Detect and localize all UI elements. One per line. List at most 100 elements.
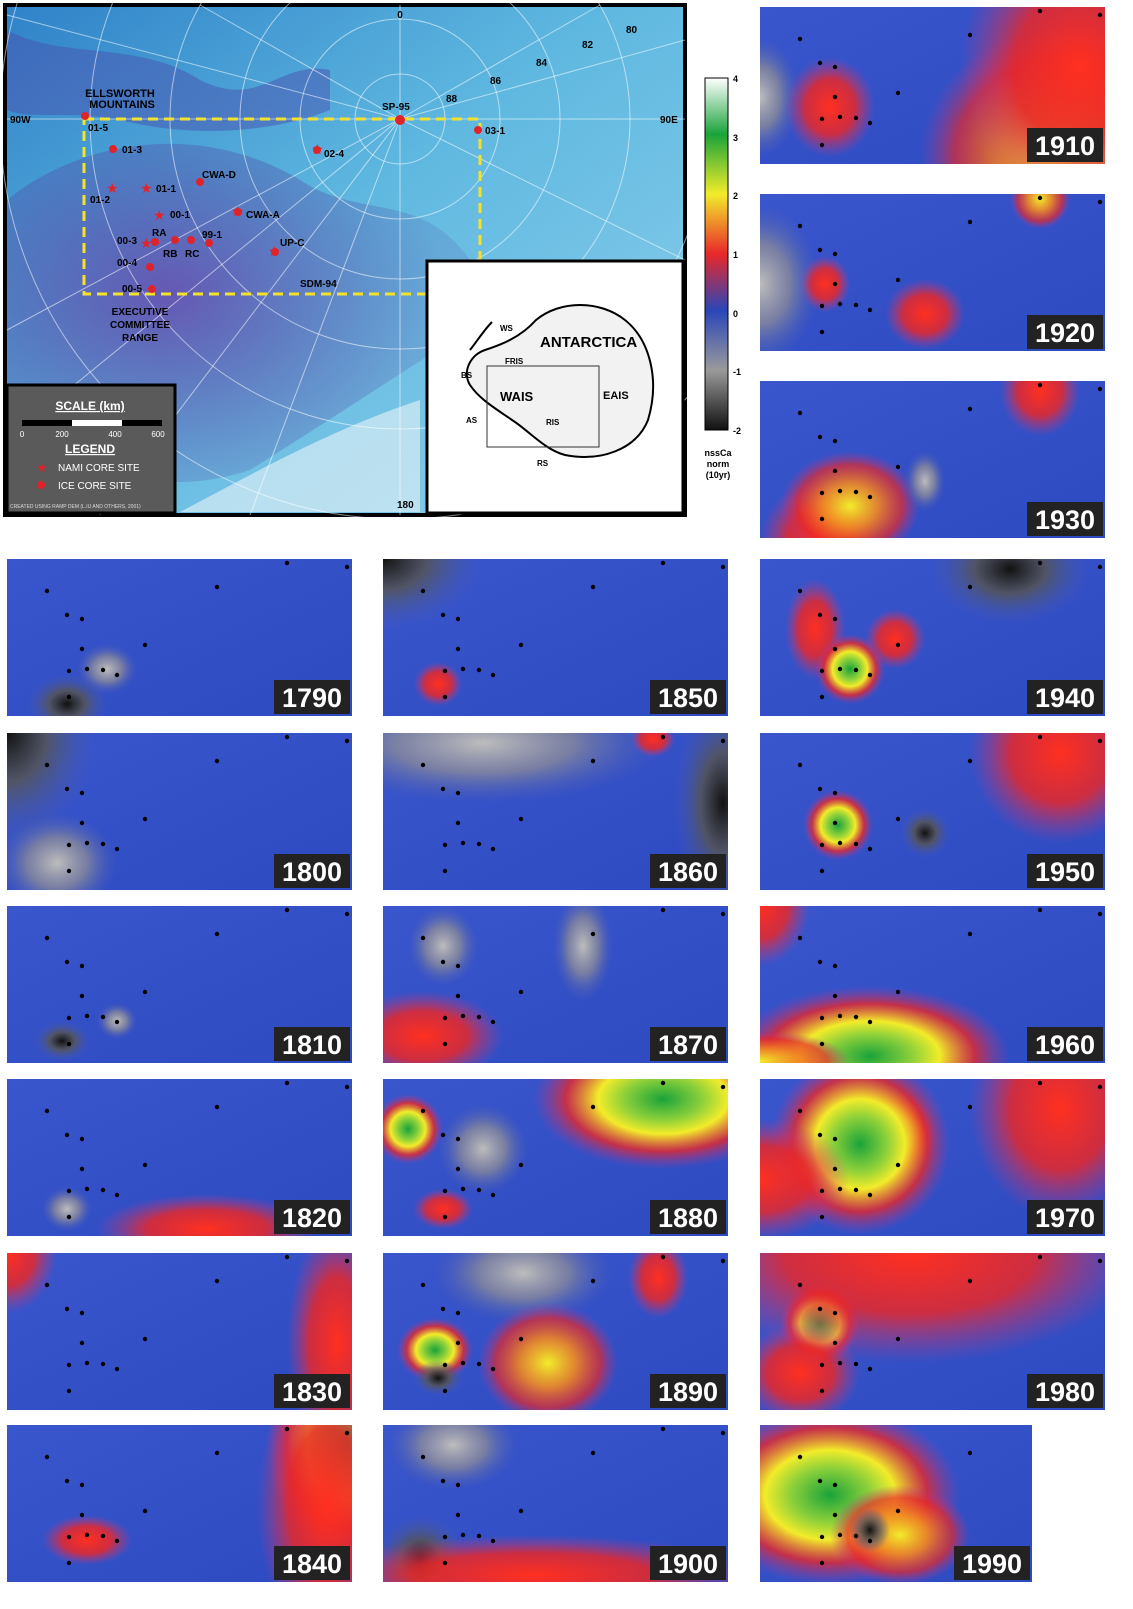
core-site-dot — [455, 790, 461, 796]
core-site-dot — [84, 1186, 90, 1192]
core-site-dot — [853, 489, 859, 495]
core-site-dot — [853, 1187, 859, 1193]
core-site-dot — [64, 1478, 70, 1484]
core-site-dot — [590, 584, 596, 590]
scale-tick-200: 200 — [55, 430, 69, 439]
region-committee: COMMITTEE — [110, 320, 170, 331]
core-site-dot — [518, 989, 524, 995]
core-site-dot — [817, 959, 823, 965]
anomaly-hotspot — [408, 906, 478, 986]
core-site-dot — [817, 786, 823, 792]
core-site-dot — [455, 616, 461, 622]
core-site-dot — [590, 758, 596, 764]
nami-star-02-4: ★ — [311, 141, 324, 157]
core-site-dot — [853, 302, 859, 308]
core-site-dot — [284, 734, 290, 740]
ice-core-site-cwa-a — [234, 208, 242, 216]
core-site-dot — [344, 1258, 350, 1264]
core-site-dot — [1037, 8, 1043, 14]
year-label-bg — [1027, 854, 1103, 888]
core-site-dot — [79, 993, 85, 999]
core-site-dot — [64, 1132, 70, 1138]
core-site-dot — [1037, 1254, 1043, 1260]
core-site-dot — [867, 494, 873, 500]
core-site-dot — [79, 1340, 85, 1346]
core-site-dot — [66, 1362, 72, 1368]
inset-ris: RIS — [546, 418, 560, 427]
year-label: 1920 — [1035, 318, 1095, 348]
core-site-dot — [455, 1340, 461, 1346]
year-label-bg — [650, 680, 726, 714]
core-site-dot — [1097, 738, 1103, 744]
colorbar-tick-0: 0 — [733, 309, 738, 319]
lat-80-label: 80 — [626, 25, 638, 36]
core-site-dot — [819, 1560, 825, 1566]
core-site-dot — [832, 64, 838, 70]
anomaly-hotspot — [760, 204, 820, 351]
core-site-dot — [214, 758, 220, 764]
core-site-dot — [79, 820, 85, 826]
core-site-dot — [114, 672, 120, 678]
year-label-bg — [1027, 1027, 1103, 1061]
year-label-bg — [274, 1546, 350, 1580]
core-site-dot — [214, 1450, 220, 1456]
core-site-dot — [79, 616, 85, 622]
core-site-dot — [455, 646, 461, 652]
core-site-dot — [832, 438, 838, 444]
core-site-dot — [817, 1306, 823, 1312]
core-site-dot — [832, 1482, 838, 1488]
site-label-cwa-a: CWA-A — [246, 210, 280, 221]
core-site-dot — [832, 646, 838, 652]
decade-panel: 1860 — [383, 733, 728, 890]
core-site-dot — [817, 612, 823, 618]
anomaly-hotspot — [478, 1303, 618, 1410]
decade-panel: 1960 — [760, 906, 1105, 1063]
anomaly-hotspot — [438, 1104, 528, 1194]
year-label-bg — [650, 1200, 726, 1234]
core-site-dot — [837, 666, 843, 672]
core-site-dot — [867, 1019, 873, 1025]
site-label-02-4: 02-4 — [324, 149, 344, 160]
anomaly-hotspot — [7, 813, 117, 890]
anomaly-hotspot — [780, 451, 920, 538]
core-site-dot — [420, 935, 426, 941]
core-site-dot — [142, 989, 148, 995]
core-site-dot — [819, 1041, 825, 1047]
decade-panel: 1870 — [383, 906, 728, 1063]
core-site-dot — [895, 90, 901, 96]
core-site-dot — [819, 868, 825, 874]
core-site-dot — [832, 1340, 838, 1346]
decade-panel: 1790 — [7, 559, 352, 716]
decade-panel: 1950 — [760, 733, 1105, 890]
core-site-dot — [442, 1041, 448, 1047]
anomaly-hotspot — [34, 1021, 90, 1061]
core-site-dot — [832, 993, 838, 999]
core-site-dot — [442, 1214, 448, 1220]
inset-eais: EAIS — [603, 390, 629, 402]
year-label-bg — [1027, 315, 1103, 349]
core-site-dot — [518, 1508, 524, 1514]
core-site-dot — [967, 406, 973, 412]
core-site-dot — [720, 1430, 726, 1436]
legend-dot-icon — [37, 481, 45, 489]
rock-texture-north — [7, 30, 330, 131]
site-label-01-5: 01-5 — [88, 123, 108, 134]
anomaly-hotspot — [865, 609, 925, 669]
core-site-dot — [660, 1426, 666, 1432]
year-label: 1930 — [1035, 505, 1095, 535]
core-site-dot — [967, 1278, 973, 1284]
site-label-99-1: 99-1 — [202, 230, 222, 241]
core-site-dot — [476, 667, 482, 673]
ice-core-site-03-1 — [474, 126, 482, 134]
core-site-dot — [476, 1361, 482, 1367]
anomaly-hotspot — [383, 559, 483, 629]
core-site-dot — [100, 1187, 106, 1193]
inset-ws: WS — [500, 324, 514, 333]
core-site-dot — [455, 1512, 461, 1518]
core-site-dot — [660, 1080, 666, 1086]
core-site-dot — [476, 841, 482, 847]
colorbar: 4 3 2 1 0 -1 -2 nssCa norm (10yr) — [704, 74, 741, 480]
core-site-dot — [84, 1013, 90, 1019]
core-site-dot — [114, 1538, 120, 1544]
core-site-dot — [660, 560, 666, 566]
